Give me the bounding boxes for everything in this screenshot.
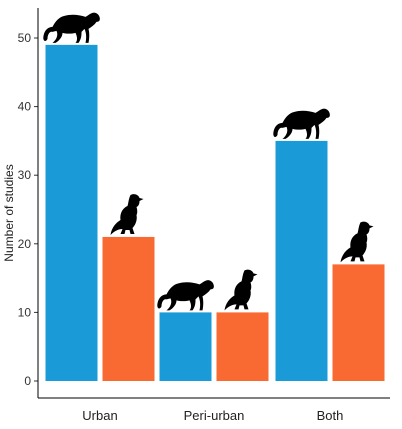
y-tick-label: 40 — [18, 100, 32, 114]
big-cat-icon — [43, 12, 100, 43]
vulture-icon — [110, 194, 144, 235]
bar-peri-urban-vulture — [216, 312, 269, 381]
bar-urban-cat — [45, 44, 98, 382]
y-tick-label: 50 — [18, 31, 32, 45]
bar-both-cat — [275, 140, 328, 381]
x-category-label: Peri-urban — [184, 408, 245, 423]
y-tick-label: 20 — [18, 237, 32, 251]
y-tick-label: 30 — [18, 168, 32, 182]
y-tick-label: 10 — [18, 305, 32, 319]
bar-urban-vulture — [102, 236, 155, 381]
vulture-icon — [340, 221, 374, 263]
x-category-label: Urban — [82, 408, 117, 423]
x-category-label: Both — [317, 408, 344, 423]
bar-both-vulture — [332, 264, 385, 381]
y-axis-title: Number of studies — [2, 164, 16, 261]
vulture-icon — [224, 269, 258, 311]
big-cat-icon — [157, 280, 214, 311]
bar-peri-urban-cat — [159, 312, 212, 381]
big-cat-icon — [273, 108, 330, 139]
y-tick-label: 0 — [24, 374, 31, 388]
